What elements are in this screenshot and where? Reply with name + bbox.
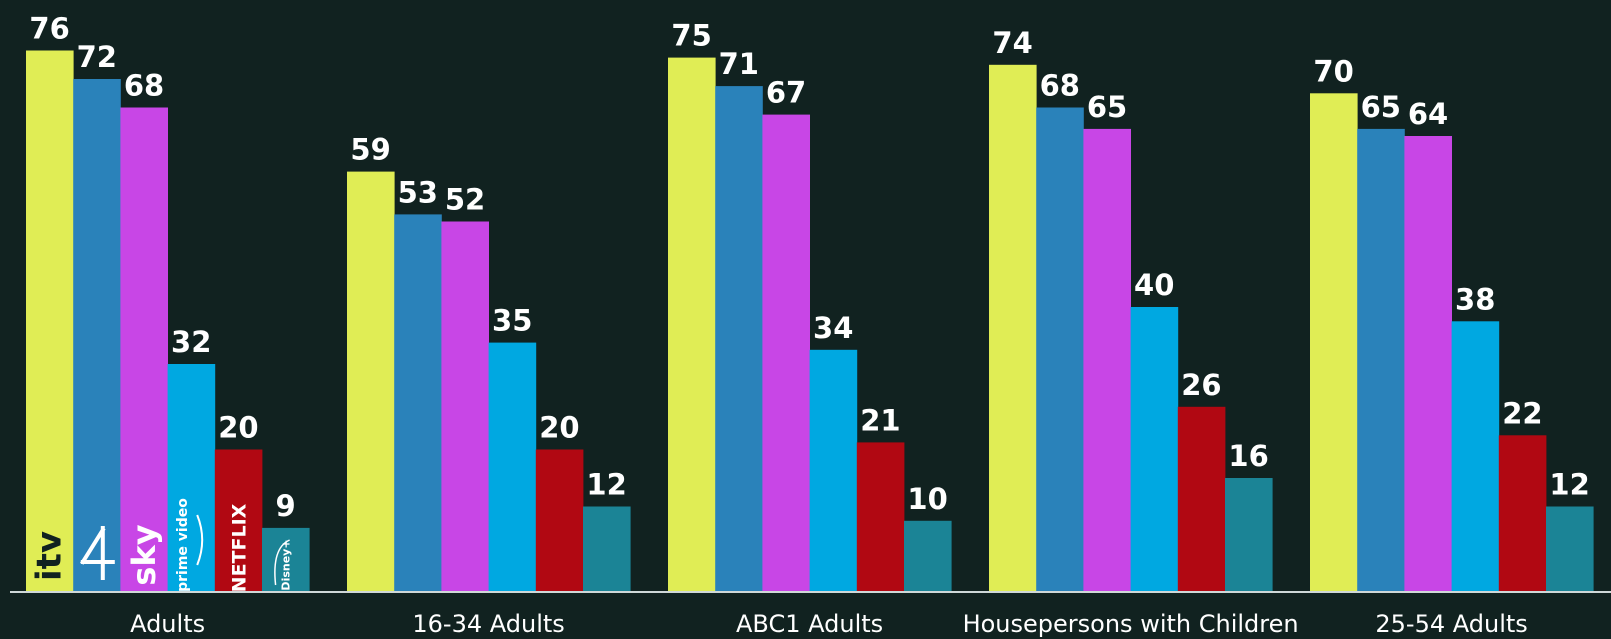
value-label: 70: [1313, 54, 1353, 88]
bar-channel-4-2: [715, 86, 763, 592]
category-label: ABC1 Adults: [736, 610, 883, 638]
bar-sky-3: [1083, 128, 1131, 592]
bar-itv-1: [347, 171, 395, 592]
bar-itv-2: [668, 57, 716, 593]
value-label: 20: [539, 411, 579, 445]
value-label: 67: [766, 76, 806, 110]
category-label: Adults: [130, 610, 205, 638]
disney-plus-logo-icon: Disney+: [274, 539, 293, 591]
value-label: 38: [1455, 282, 1495, 316]
bar-prime-video-3: [1130, 307, 1179, 592]
value-label: 35: [492, 304, 532, 338]
category-labels-layer: Adults 16-34 Adults ABC1 Adults Houseperson…: [130, 610, 1528, 638]
channel4-logo-shape: [80, 526, 115, 580]
sky-logo-icon: sky: [125, 524, 163, 585]
value-label: 59: [350, 133, 390, 167]
prime-video-logo-text: prime video: [175, 498, 191, 592]
bar-netflix-4: [1498, 435, 1547, 593]
channel4-logo-icon: [80, 526, 115, 580]
bar-disney--3: [1225, 478, 1273, 592]
bar-disney--4: [1546, 506, 1594, 592]
bar-channel-4-1: [394, 214, 442, 592]
value-label: 22: [1502, 396, 1542, 430]
itv-logo-icon: itv: [30, 531, 70, 581]
prime-video-smile-shape: [196, 514, 204, 566]
disney-plus-arc-shape: [274, 539, 290, 586]
value-label: 68: [1040, 69, 1080, 103]
value-label: 75: [671, 19, 711, 53]
value-label: 34: [813, 311, 853, 345]
bar-netflix-3: [1177, 406, 1226, 593]
disney-plus-logo-text: Disney+: [280, 539, 293, 590]
bar-itv-4: [1310, 93, 1358, 593]
bar-sky-4: [1404, 136, 1452, 592]
category-label: Housepersons with Children: [963, 610, 1299, 638]
value-label: 68: [124, 69, 164, 103]
value-label: 16: [1228, 439, 1268, 473]
value-label: 26: [1181, 368, 1221, 402]
itv-logo-text: itv: [30, 531, 70, 581]
bar-itv-0: [26, 50, 74, 592]
bar-channel-4-4: [1357, 128, 1405, 592]
legend-logos: itv sky prime video NETFLIX Disney+: [30, 498, 293, 593]
prime-video-logo-icon: prime video: [175, 498, 204, 592]
netflix-logo-icon: NETFLIX: [228, 503, 250, 592]
value-label: 12: [586, 468, 626, 502]
bar-disney--1: [583, 506, 631, 592]
value-label: 65: [1087, 90, 1127, 124]
bar-itv-3: [989, 64, 1037, 593]
bar-prime-video-2: [809, 349, 858, 593]
bar-sky-2: [762, 114, 810, 592]
value-label: 32: [171, 325, 211, 359]
value-label: 12: [1549, 468, 1589, 502]
netflix-logo-text: NETFLIX: [228, 503, 250, 592]
bar-disney--2: [904, 520, 952, 593]
value-label: 64: [1408, 97, 1448, 131]
sky-logo-text: sky: [125, 524, 163, 585]
value-label: 10: [907, 482, 947, 516]
bar-prime-video-1: [488, 342, 537, 592]
value-label: 20: [218, 411, 258, 445]
bar-prime-video-4: [1451, 321, 1500, 593]
value-label: 74: [992, 26, 1032, 60]
bar-sky-0: [120, 107, 168, 592]
value-label: 71: [719, 47, 759, 81]
value-label: 9: [276, 489, 296, 523]
category-label: 16-34 Adults: [412, 610, 564, 638]
value-label: 52: [445, 183, 485, 217]
value-label: 76: [29, 12, 69, 46]
bar-channel-4-0: [73, 79, 121, 592]
category-label: 25-54 Adults: [1375, 610, 1527, 638]
bar-disney--0: [262, 527, 310, 592]
value-label: 40: [1134, 268, 1174, 302]
value-label: 21: [860, 403, 900, 437]
value-label: 53: [398, 175, 438, 209]
bar-netflix-1: [535, 449, 584, 592]
bar-netflix-0: [214, 449, 263, 592]
bar-channel-4-3: [1036, 107, 1084, 592]
bars-layer: [26, 50, 1594, 593]
bar-prime-video-0: [167, 364, 216, 592]
bar-sky-1: [441, 221, 489, 592]
bar-netflix-2: [856, 442, 905, 592]
value-label: 65: [1361, 90, 1401, 124]
value-label: 72: [77, 40, 117, 74]
